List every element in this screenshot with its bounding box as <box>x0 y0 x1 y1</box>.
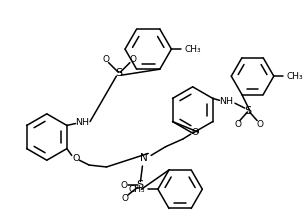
Text: S: S <box>244 106 251 116</box>
Text: S: S <box>116 68 123 78</box>
Text: O: O <box>192 128 199 137</box>
Text: S: S <box>136 180 143 190</box>
Text: O: O <box>129 55 136 64</box>
Text: NH: NH <box>75 118 89 127</box>
Text: O: O <box>73 154 80 163</box>
Text: O: O <box>234 120 241 129</box>
Text: CH₃: CH₃ <box>128 185 145 194</box>
Text: CH₃: CH₃ <box>287 72 303 81</box>
Text: CH₃: CH₃ <box>184 45 201 54</box>
Text: N: N <box>140 153 148 163</box>
Text: O: O <box>257 120 264 129</box>
Text: O: O <box>122 194 129 203</box>
Text: O: O <box>102 55 109 64</box>
Text: O: O <box>121 181 128 190</box>
Text: NH: NH <box>219 97 233 106</box>
